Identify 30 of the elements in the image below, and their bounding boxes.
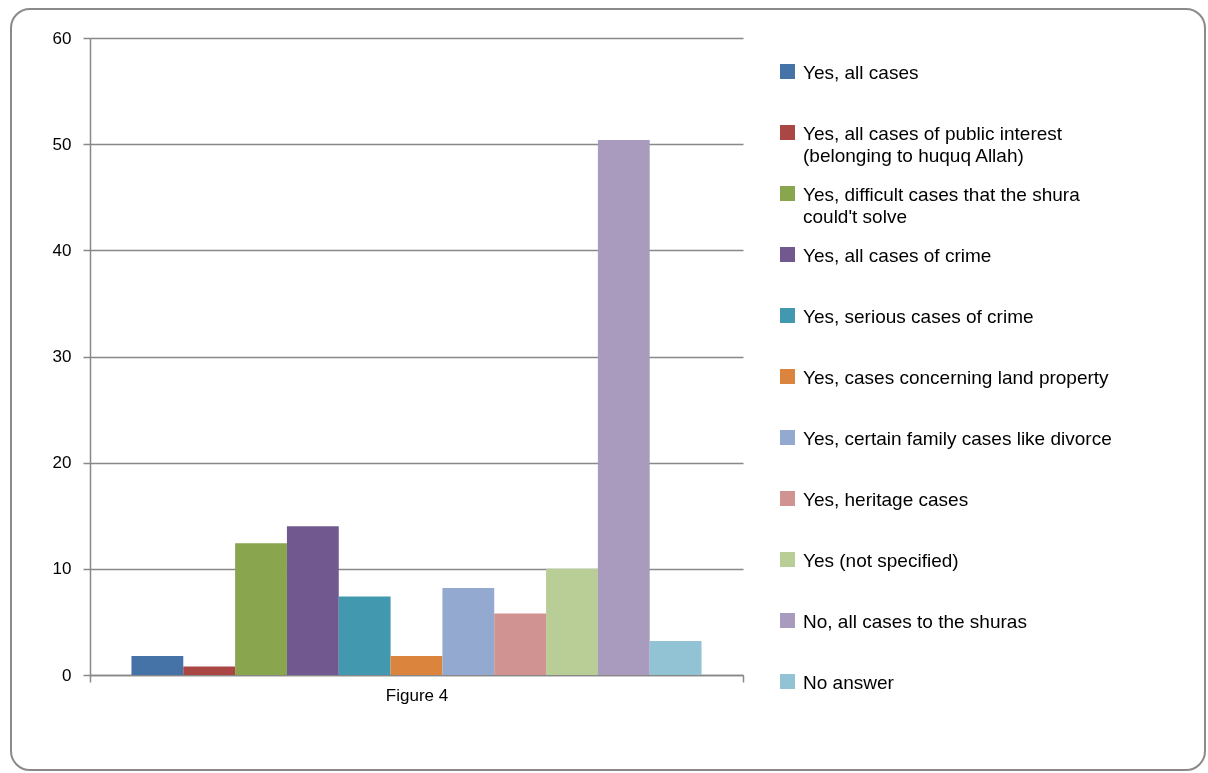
x-tick-label: Figure 4 [385,685,449,705]
bar [286,526,339,675]
y-tick-label: 10 [52,559,72,579]
legend-label: Yes, difficult cases that the shura could't solve [803,183,1081,227]
legend-label: Yes, cases concerning land property [803,366,1110,388]
legend-label: Yes, all cases [803,61,919,83]
bar [442,587,495,675]
y-tick-label: 30 [52,347,72,366]
y-tick-label: 60 [52,28,72,48]
bar [546,568,598,675]
bar [338,596,391,675]
legend-label: Yes, certain family cases like divorce [803,427,1112,449]
bar [235,543,287,675]
y-tick-label: 40 [52,240,72,260]
y-tick-label: 0 [62,665,72,685]
legend-label: Yes, heritage cases [803,488,969,510]
legend-label: Yes, all cases of public interest (belonging to huquq Allah) [803,122,1063,166]
bar [183,666,236,675]
bar [649,641,702,675]
legend-label: Yes, all cases of crime [803,244,992,266]
legend-label: No, all cases to the shuras [803,610,1027,632]
bar [390,655,443,675]
y-tick-label: 50 [52,134,72,154]
bar [597,139,650,675]
y-tick-label: 20 [52,453,72,473]
legend-label: Yes (not specified) [803,549,959,571]
bar [494,613,547,675]
legend-label: Yes, serious cases of crime [803,305,1034,327]
bar [131,655,184,675]
legend-label: No answer [803,671,895,693]
